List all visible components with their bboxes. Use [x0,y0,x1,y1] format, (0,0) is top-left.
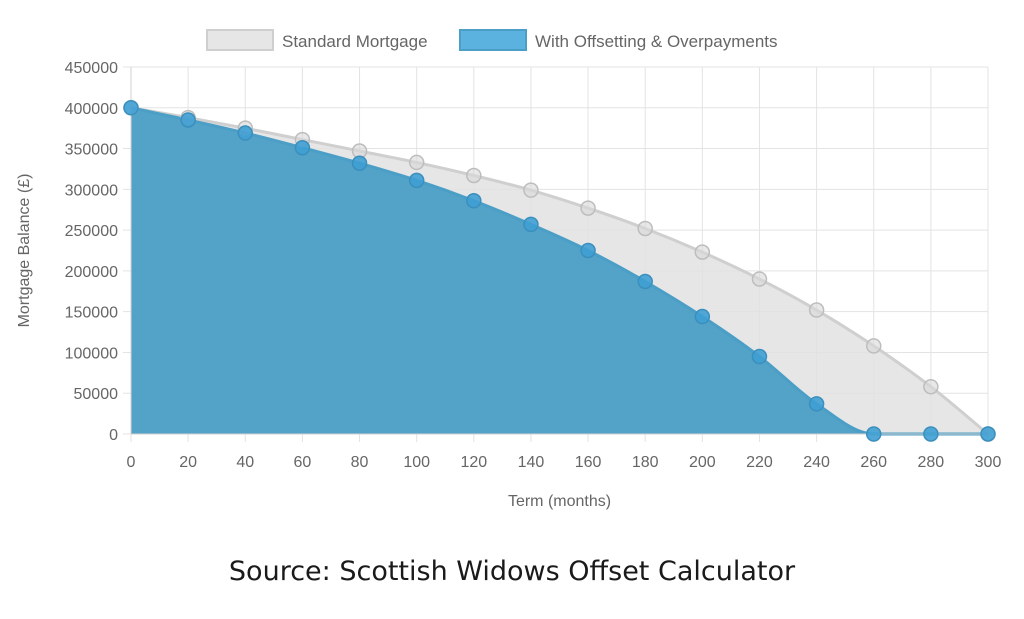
offsetting-overpayments-point[interactable] [923,426,939,442]
offsetting-overpayments-point[interactable] [123,100,139,116]
x-tick-label: 100 [403,454,430,471]
offsetting-overpayments-point[interactable] [865,426,882,442]
standard-mortgage-point[interactable] [466,167,482,184]
point-layer [123,100,996,442]
y-tick-label: 0 [109,427,118,444]
standard-mortgage-point[interactable] [408,154,425,171]
offsetting-overpayments-point[interactable] [466,193,482,209]
y-tick-label: 150000 [65,305,118,322]
x-tick-label: 280 [918,454,945,471]
offsetting-overpayments-point[interactable] [751,348,768,365]
offsetting-overpayments-point[interactable] [523,216,539,233]
x-tick-label: 80 [351,454,369,471]
standard-mortgage-line [130,106,989,436]
standard-mortgage-point[interactable] [637,220,653,237]
axis-layer: 450000 400000 350000 300000 250000 200000 1500… [65,60,1002,471]
x-tick-label: 240 [803,454,830,471]
standard-mortgage-point[interactable] [923,378,939,395]
offsetting-overpayments-legend-label[interactable]: With Offsetting & Overpayments [535,32,778,51]
offsetting-overpayments-legend-swatch[interactable] [459,29,527,51]
mortgage-balance-chart: 450000 400000 350000 300000 250000 200000 1500… [16,29,1002,510]
x-tick-label: 200 [689,454,716,471]
y-tick-label: 200000 [65,264,118,281]
x-tick-label: 220 [746,454,773,471]
x-tick-label: 300 [975,454,1002,471]
standard-mortgage-point[interactable] [580,200,596,216]
y-tick-label: 100000 [65,345,118,362]
standard-mortgage-point[interactable] [694,244,711,260]
y-tick-label: 300000 [65,182,118,199]
x-tick-label: 160 [575,454,602,471]
standard-mortgage-legend-swatch[interactable] [206,29,274,51]
offsetting-overpayments-area [131,107,988,435]
standard-mortgage-point[interactable] [808,302,825,318]
standard-mortgage-point[interactable] [751,271,768,287]
offsetting-overpayments-line [130,106,988,436]
y-tick-label: 350000 [65,142,118,159]
offsetting-overpayments-point[interactable] [237,125,254,141]
standard-mortgage-point[interactable] [865,338,882,354]
offsetting-overpayments-point[interactable] [980,426,996,442]
offsetting-overpayments-point[interactable] [580,242,596,259]
y-tick-label: 50000 [74,386,119,403]
x-tick-label: 180 [632,454,659,471]
y-tick-label: 400000 [65,101,118,118]
x-tick-label: 40 [236,454,254,471]
x-tick-label: 60 [294,454,312,471]
offsetting-overpayments-point[interactable] [808,396,825,412]
standard-mortgage-legend-label[interactable]: Standard Mortgage [282,32,428,51]
y-axis-title: Mortgage Balance (£) [16,174,33,328]
source-caption: Source: Scottish Widows Offset Calculato… [228,556,796,587]
x-tick-label: 140 [518,454,545,471]
x-tick-label: 0 [127,454,136,471]
x-tick-label: 20 [179,454,197,471]
offsetting-overpayments-point[interactable] [637,273,653,290]
offsetting-overpayments-point[interactable] [351,155,368,171]
offsetting-overpayments-point[interactable] [294,139,311,156]
area-layer [130,106,989,436]
offsetting-overpayments-point[interactable] [694,308,711,325]
y-tick-label: 450000 [65,60,118,77]
legend: Standard Mortgage With Offsetting & Overp… [206,29,778,51]
offsetting-overpayments-point[interactable] [180,112,196,128]
offsetting-overpayments-point[interactable] [408,172,425,189]
x-axis-title: Term (months) [508,493,611,510]
x-tick-label: 260 [860,454,887,471]
standard-mortgage-point[interactable] [523,182,539,198]
x-tick-label: 120 [460,454,487,471]
y-tick-label: 250000 [65,223,118,240]
